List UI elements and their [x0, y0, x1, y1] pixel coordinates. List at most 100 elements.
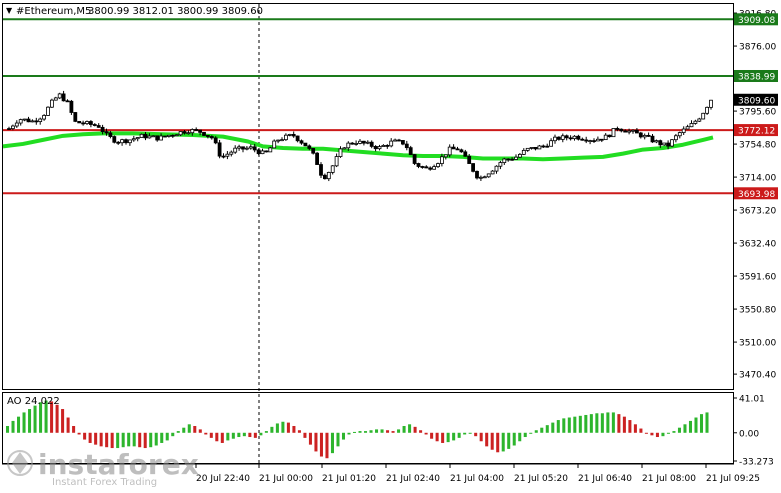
main-plot-area[interactable]	[2, 3, 734, 390]
ao-bar	[468, 432, 472, 434]
ao-bar	[424, 432, 428, 435]
resistance-price-label: 3909.08	[738, 16, 775, 26]
candle-bear	[112, 136, 117, 143]
ao-bar	[375, 429, 379, 433]
candle-bear	[599, 138, 604, 141]
ao-bar	[617, 414, 621, 433]
ao-bar	[540, 427, 544, 433]
ao-bar	[94, 432, 98, 445]
candle-bull	[237, 146, 242, 149]
ao-bar	[105, 432, 109, 448]
ao-bar	[160, 432, 164, 443]
candle-bull	[502, 158, 507, 163]
candle-bear	[385, 145, 390, 147]
candle-bear	[463, 151, 468, 157]
ao-bar	[110, 432, 114, 449]
candle-bull	[627, 130, 631, 133]
candle-bull	[701, 112, 706, 120]
candle-bear	[592, 140, 596, 142]
candle-bear	[311, 148, 316, 154]
ao-bar	[551, 422, 555, 433]
candle-bull	[705, 106, 709, 114]
ao-bar	[275, 423, 279, 433]
ao-bar	[441, 432, 445, 443]
candle-bear	[361, 140, 366, 144]
ao-tick-label: -33.273	[739, 458, 774, 468]
price-tick-label: 3795.60	[739, 108, 776, 118]
candle-bear	[412, 154, 417, 164]
time-tick-label: 21 Jul 01:20	[322, 474, 376, 484]
candle-bear	[580, 138, 585, 141]
time-tick-label: 21 Jul 05:20	[514, 474, 568, 484]
candle-bear	[467, 155, 472, 164]
ao-bar	[330, 432, 334, 454]
ao-bar	[132, 432, 136, 447]
ao-bar	[534, 430, 538, 433]
ao-bar	[253, 432, 257, 438]
level-lines	[3, 18, 733, 195]
ao-bar	[485, 432, 489, 447]
candle-bear	[638, 132, 643, 138]
ao-bar	[452, 432, 456, 441]
candle-bear	[205, 135, 210, 137]
ao-bar	[567, 417, 571, 433]
ao-bar	[319, 432, 323, 457]
candle-bear	[34, 120, 39, 123]
ao-bar	[611, 412, 615, 433]
candle-bear	[182, 131, 187, 134]
candle-bear	[564, 135, 569, 139]
ao-bar	[176, 431, 180, 433]
time-tick-label: 21 Jul 02:40	[386, 474, 440, 484]
ao-bar	[661, 432, 665, 437]
ao-bar	[688, 420, 692, 433]
ao-bar	[286, 422, 290, 433]
current-price-tag	[734, 93, 778, 106]
candle-bull	[389, 140, 394, 147]
candle-bull	[57, 93, 62, 99]
ohlc-values: 3800.99 3812.01 3800.99 3809.60	[88, 6, 263, 17]
candle-bull	[225, 153, 230, 157]
candle-bear	[213, 137, 218, 144]
candle-bull	[654, 140, 659, 143]
ao-tick-label: 41.01	[739, 395, 765, 405]
candle-bear	[143, 133, 148, 139]
resistance-price-label: 3838.99	[738, 72, 775, 82]
candle-bull	[439, 156, 444, 164]
candle-bear	[100, 126, 105, 133]
support-price-tag	[734, 124, 778, 137]
candle-bull	[432, 166, 437, 170]
chart-dropdown-icon[interactable]: ▼	[6, 6, 13, 15]
ao-bar	[303, 432, 307, 438]
candle-bull	[498, 162, 503, 167]
ao-bar	[352, 431, 357, 433]
candle-bull	[229, 151, 234, 155]
ao-bar	[143, 432, 147, 449]
ao-bar	[380, 429, 384, 433]
candle-bear	[576, 135, 581, 140]
price-axis: 3916.803876.003795.603754.803714.003673.…	[733, 10, 776, 381]
candle-bear	[646, 134, 651, 137]
ao-bar	[61, 409, 65, 433]
ao-bar	[281, 421, 285, 433]
ao-bar	[209, 432, 213, 438]
ao-bar	[154, 432, 158, 446]
ao-bar	[28, 409, 32, 433]
ao-bar	[193, 425, 197, 433]
candle-bull	[135, 137, 140, 140]
ao-bar	[138, 432, 142, 448]
ao-bar	[650, 432, 654, 436]
ao-bar	[336, 432, 340, 447]
ao-bar	[545, 425, 549, 433]
candle-bull	[276, 139, 281, 142]
candle-bear	[264, 150, 269, 153]
ao-bar	[573, 416, 577, 433]
price-tick-label: 3591.60	[739, 273, 776, 283]
ao-bar	[11, 420, 15, 433]
ao-bar	[198, 429, 202, 433]
ao-bar	[655, 432, 659, 438]
candle-bear	[315, 152, 320, 165]
candle-bear	[322, 174, 327, 180]
candle-bear	[61, 93, 66, 102]
